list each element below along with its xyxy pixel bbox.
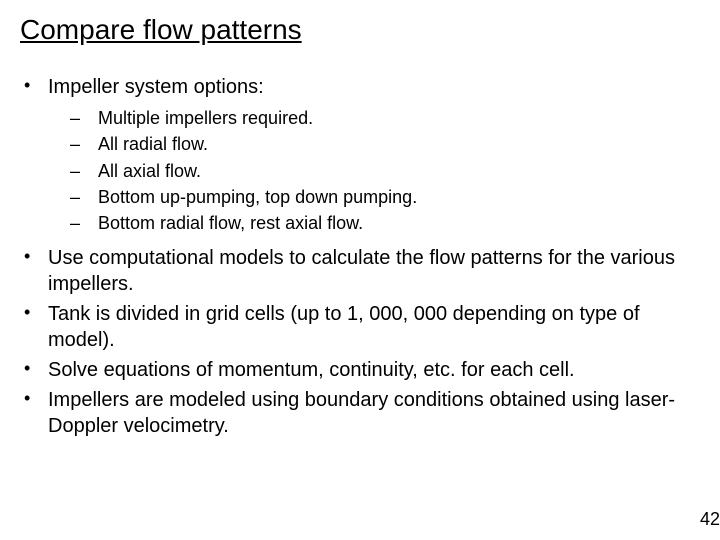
bullet-item: Tank is divided in grid cells (up to 1, … [20, 301, 700, 353]
sub-bullet-text: All radial flow. [98, 134, 208, 154]
slide: Compare flow patterns Impeller system op… [0, 0, 720, 540]
page-number: 42 [700, 509, 720, 530]
bullet-item: Impeller system options: Multiple impell… [20, 74, 700, 235]
bullet-list: Impeller system options: Multiple impell… [20, 74, 700, 439]
bullet-item: Solve equations of momentum, continuity,… [20, 357, 700, 383]
sub-bullet-item: Bottom radial flow, rest axial flow. [48, 211, 700, 235]
sub-bullet-text: All axial flow. [98, 161, 201, 181]
bullet-text: Impellers are modeled using boundary con… [48, 389, 675, 437]
slide-title: Compare flow patterns [20, 14, 700, 46]
sub-bullet-item: All radial flow. [48, 132, 700, 156]
bullet-text: Use computational models to calculate th… [48, 247, 675, 295]
sub-bullet-item: Multiple impellers required. [48, 106, 700, 130]
sub-bullet-text: Bottom up-pumping, top down pumping. [98, 187, 417, 207]
bullet-text: Impeller system options: [48, 76, 264, 98]
bullet-item: Impellers are modeled using boundary con… [20, 387, 700, 439]
bullet-text: Solve equations of momentum, continuity,… [48, 359, 575, 381]
sub-bullet-item: All axial flow. [48, 159, 700, 183]
bullet-item: Use computational models to calculate th… [20, 245, 700, 297]
sub-bullet-list: Multiple impellers required. All radial … [48, 106, 700, 235]
sub-bullet-text: Multiple impellers required. [98, 108, 313, 128]
bullet-text: Tank is divided in grid cells (up to 1, … [48, 303, 640, 351]
sub-bullet-text: Bottom radial flow, rest axial flow. [98, 213, 363, 233]
sub-bullet-item: Bottom up-pumping, top down pumping. [48, 185, 700, 209]
